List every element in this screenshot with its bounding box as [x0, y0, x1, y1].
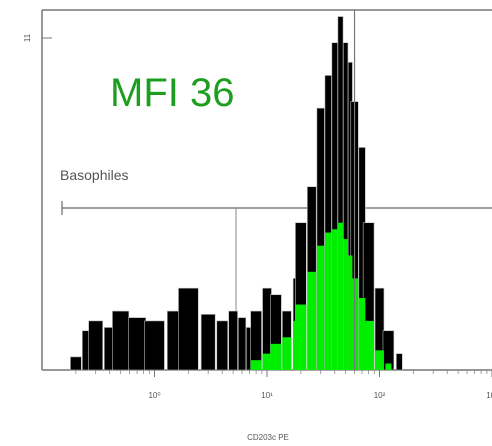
histogram-bar-0-0: [70, 356, 82, 371]
histogram-gated: [250, 222, 392, 370]
histogram-bar-0-12: [237, 317, 247, 371]
histogram-bar-1-1: [262, 353, 272, 370]
histogram-bar-1-8: [324, 232, 332, 370]
y-tick-label: 11: [23, 33, 32, 42]
histogram-bar-0-4: [112, 310, 130, 371]
histogram-bar-1-15: [363, 320, 375, 370]
histogram-bar-1-0: [250, 360, 262, 370]
histogram-bar-1-2: [270, 343, 282, 370]
histogram-bar-1-17: [385, 363, 392, 370]
histogram-bar-1-11: [343, 239, 348, 370]
histogram-bar-1-14: [358, 298, 366, 370]
histogram-bar-1-12: [348, 255, 353, 370]
histogram-bar-0-32: [396, 353, 403, 371]
histogram-bar-0-10: [216, 320, 228, 371]
x-tick-label-1: 10¹: [261, 391, 273, 400]
histogram-bar-0-5: [128, 317, 147, 371]
x-tick-label-3: 10³: [486, 391, 492, 400]
histogram-bar-1-10: [337, 222, 344, 370]
x-tick-label-2: 10²: [374, 391, 386, 400]
x-tick-label-0: 10⁰: [148, 391, 160, 400]
histogram-bar-1-7: [316, 245, 325, 370]
histogram-bar-1-6: [307, 271, 317, 370]
histogram-bar-1-3: [282, 337, 292, 370]
histogram-bar-0-8: [178, 287, 199, 371]
histogram-bar-1-9: [331, 229, 338, 370]
histogram-bar-0-2: [88, 320, 104, 371]
histogram-bar-0-11: [228, 310, 238, 371]
gate-label: Basophiles: [60, 167, 129, 183]
histogram-bar-0-9: [200, 314, 216, 371]
x-ticks: 10⁰ 10¹ 10² 10³: [75, 370, 492, 400]
histogram-bar-1-5: [295, 304, 307, 370]
histogram-bar-0-6: [144, 320, 165, 371]
mfi-annotation: MFI 36: [110, 71, 234, 115]
x-axis-label: CD203c PE: [247, 433, 289, 442]
histogram-bar-1-16: [375, 350, 384, 370]
